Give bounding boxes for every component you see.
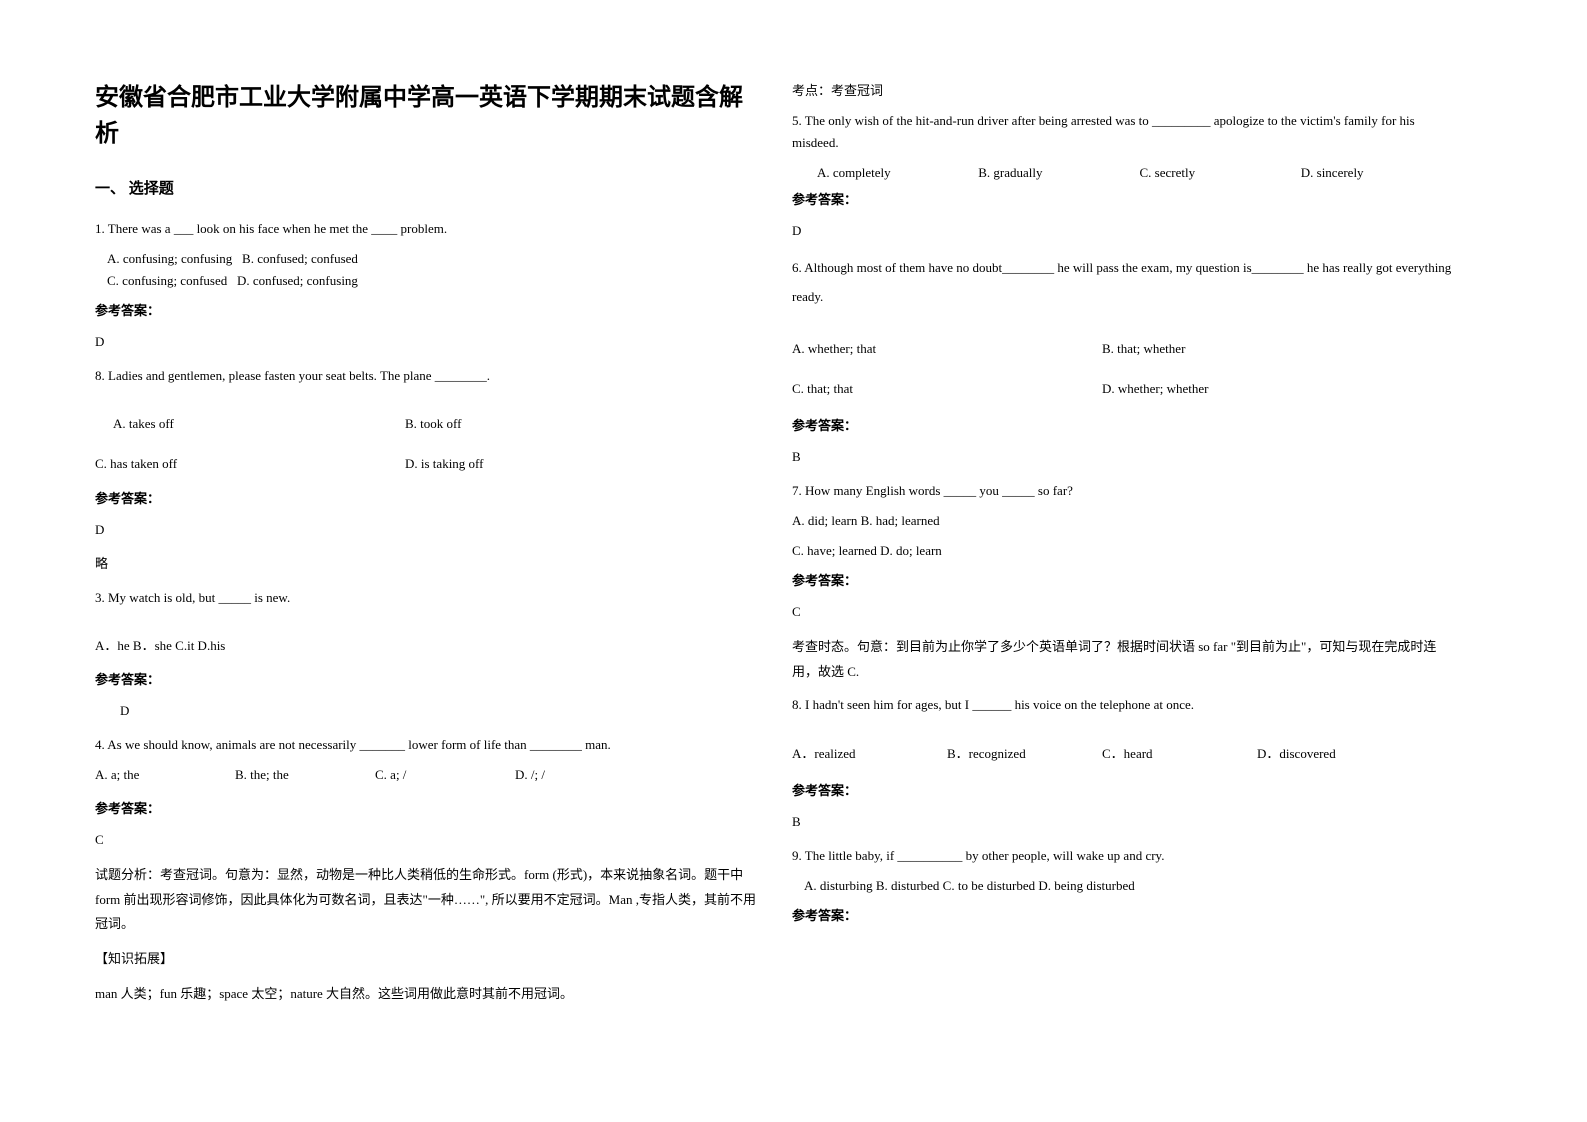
q8b-opt-d: D．discovered	[1257, 743, 1412, 765]
right-column: 考点：考查冠词 5. The only wish of the hit-and-…	[792, 80, 1492, 1092]
q8b-opt-c: C．heard	[1102, 743, 1257, 765]
q1-options: A. confusing; confusing B. confused; con…	[95, 248, 762, 292]
q1-answer-label: 参考答案：	[95, 300, 762, 319]
q8a-text: 8. Ladies and gentlemen, please fasten y…	[95, 365, 762, 387]
q4-answer: C	[95, 832, 762, 848]
q4-opt-b: B. the; the	[235, 764, 375, 786]
q3-answer: D	[95, 703, 762, 719]
q1-opt-a: A. confusing; confusing	[107, 251, 232, 266]
q3-answer-label: 参考答案：	[95, 669, 762, 688]
q4-options: A. a; the B. the; the C. a; / D. /; /	[95, 764, 655, 786]
left-column: 安徽省合肥市工业大学附属中学高一英语下学期期末试题含解析 一、 选择题 1. T…	[95, 80, 792, 1092]
q8a-opts-row2: C. has taken off D. is taking off	[95, 453, 762, 475]
section-heading: 一、 选择题	[95, 177, 762, 198]
q4-extend-label: 【知识拓展】	[95, 947, 762, 972]
q8b-answer-label: 参考答案：	[792, 780, 1462, 799]
q9-text: 9. The little baby, if __________ by oth…	[792, 845, 1462, 867]
q8a-opt-a: A. takes off	[95, 413, 405, 435]
q6-text: 6. Although most of them have no doubt__…	[792, 254, 1462, 311]
q5-opt-d: D. sincerely	[1301, 162, 1462, 184]
q8b-text: 8. I hadn't seen him for ages, but I ___…	[792, 694, 1462, 716]
q3-text: 3. My watch is old, but _____ is new.	[95, 587, 762, 609]
q5-options: A. completely B. gradually C. secretly D…	[792, 162, 1462, 184]
q9-opts: A. disturbing B. disturbed C. to be dist…	[792, 875, 1462, 897]
q8a-answer-label: 参考答案：	[95, 488, 762, 507]
q1-opt-d: D. confused; confusing	[237, 273, 358, 288]
q8a-opt-b: B. took off	[405, 413, 461, 435]
q3-options: A．he B．she C.it D.his	[95, 635, 762, 657]
q6-opts-row2: C. that; that D. whether; whether	[792, 378, 1352, 400]
q8a-opt-c: C. has taken off	[95, 453, 405, 475]
q8a-answer: D	[95, 522, 762, 538]
q4-answer-label: 参考答案：	[95, 798, 762, 817]
q5-opt-b: B. gradually	[978, 162, 1139, 184]
q8b-opt-b: B．recognized	[947, 743, 1102, 765]
q6-opts-row1: A. whether; that B. that; whether	[792, 338, 1352, 360]
q7-answer: C	[792, 604, 1462, 620]
q6-opt-b: B. that; whether	[1102, 338, 1185, 360]
q8b-answer: B	[792, 814, 1462, 830]
q4-explanation: 试题分析：考查冠词。句意为：显然，动物是一种比人类稍低的生命形式。form (形…	[95, 863, 762, 937]
q1-text: 1. There was a ___ look on his face when…	[95, 218, 762, 240]
q7-opts-cd: C. have; learned D. do; learn	[792, 540, 1462, 562]
q8b-opt-a: A．realized	[792, 743, 947, 765]
q6-answer-label: 参考答案：	[792, 415, 1462, 434]
topic-label: 考点：考查冠词	[792, 80, 1462, 102]
q6-opt-d: D. whether; whether	[1102, 378, 1209, 400]
q7-text: 7. How many English words _____ you ____…	[792, 480, 1462, 502]
q1-opt-c: C. confusing; confused	[107, 273, 227, 288]
q8a-note: 略	[95, 553, 762, 572]
q4-opt-a: A. a; the	[95, 764, 235, 786]
document-title: 安徽省合肥市工业大学附属中学高一英语下学期期末试题含解析	[95, 80, 762, 152]
q6-answer: B	[792, 449, 1462, 465]
q4-text: 4. As we should know, animals are not ne…	[95, 734, 762, 756]
q4-opt-d: D. /; /	[515, 764, 655, 786]
q5-opt-a: A. completely	[817, 162, 978, 184]
q7-explanation: 考查时态。句意：到目前为止你学了多少个英语单词了？根据时间状语 so far "…	[792, 635, 1462, 684]
q5-opt-c: C. secretly	[1140, 162, 1301, 184]
q5-text: 5. The only wish of the hit-and-run driv…	[792, 110, 1462, 154]
q5-answer-label: 参考答案：	[792, 189, 1462, 208]
q9-answer-label: 参考答案：	[792, 905, 1462, 924]
q6-opt-a: A. whether; that	[792, 338, 1102, 360]
q5-answer: D	[792, 223, 1462, 239]
q8a-opt-d: D. is taking off	[405, 453, 483, 475]
q8b-options: A．realized B．recognized C．heard D．discov…	[792, 743, 1412, 765]
q8a-opts-row1: A. takes off B. took off	[95, 413, 762, 435]
q4-extend: man 人类；fun 乐趣；space 太空；nature 大自然。这些词用做此…	[95, 982, 762, 1007]
q4-opt-c: C. a; /	[375, 764, 515, 786]
q6-opt-c: C. that; that	[792, 378, 1102, 400]
q7-opts-ab: A. did; learn B. had; learned	[792, 510, 1462, 532]
q7-answer-label: 参考答案：	[792, 570, 1462, 589]
q1-answer: D	[95, 334, 762, 350]
q1-opt-b: B. confused; confused	[242, 251, 358, 266]
